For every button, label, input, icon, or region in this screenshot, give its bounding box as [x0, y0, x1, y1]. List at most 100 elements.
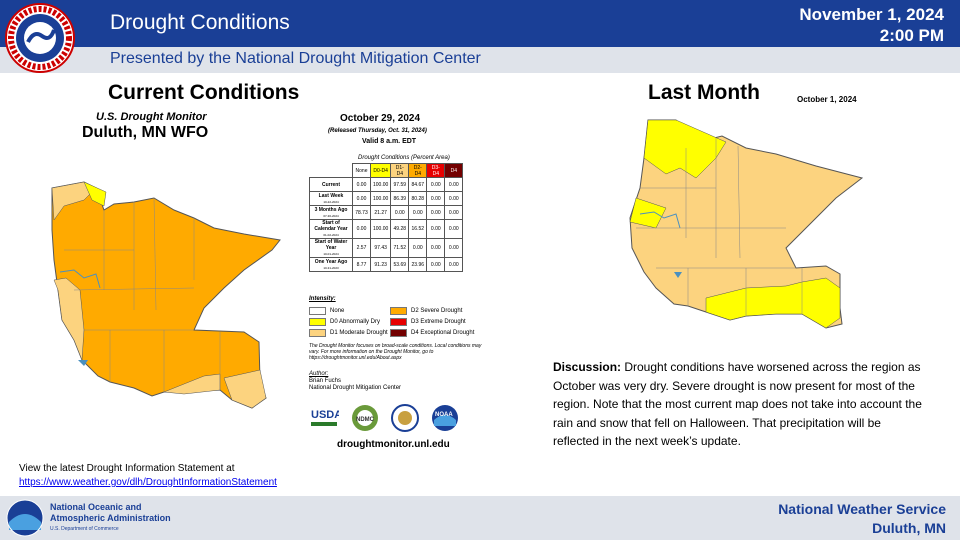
legend-swatch [309, 307, 326, 315]
row-label: Last Week 10-22-2024 [309, 191, 353, 206]
cell: 80.28 [408, 191, 428, 206]
cell: 97.59 [390, 177, 410, 192]
dsi-link[interactable]: https://www.weather.gov/dlh/DroughtInfor… [19, 477, 277, 488]
subtitle-bar [0, 47, 960, 73]
usdm-date: October 29, 2024 [340, 113, 421, 124]
cell: 0.00 [426, 257, 446, 272]
dsi-text: View the latest Drought Information Stat… [19, 463, 235, 474]
author-name: Brian Fuchs [309, 378, 342, 384]
cell: 78.73 [352, 205, 371, 220]
row-label: Current [309, 177, 353, 192]
doc-name: U.S. Department of Commerce [50, 526, 119, 532]
cell: 0.00 [426, 191, 446, 206]
date-text: November 1, 2024 [799, 5, 944, 24]
svg-text:NOAA: NOAA [435, 412, 453, 418]
last-month-heading: Last Month [648, 81, 760, 104]
cell: 0.00 [444, 177, 464, 192]
col-header: D0-D4 [369, 163, 392, 178]
cell: 86.39 [390, 191, 410, 206]
legend-item: D2 Severe Drought [390, 307, 462, 315]
author: Brian Fuchs National Drought Mitigation … [309, 378, 401, 392]
cell: 16.52 [408, 219, 428, 239]
cell: 91.23 [369, 257, 392, 272]
cell: 100.00 [369, 191, 392, 206]
table-header-row: None D0-D4 D1-D4 D2-D4 D3-D4 D4 [310, 163, 464, 178]
col-header: D4 [444, 163, 464, 178]
cell: 8.77 [352, 257, 371, 272]
legend-item: D0 Abnormally Dry [309, 318, 380, 326]
col-header: None [352, 163, 371, 178]
last-month-drought-map [629, 119, 864, 329]
wfo-title: Duluth, MN WFO [82, 124, 209, 141]
noaa-logo: NOAA [432, 405, 458, 431]
usdm-valid: Valid 8 a.m. EDT [362, 138, 417, 145]
legend-item: D4 Exceptional Drought [390, 329, 474, 337]
col-header: D1-D4 [390, 163, 410, 178]
col-header: D3-D4 [426, 163, 446, 178]
usda-logo: USDA [311, 409, 339, 426]
page-subtitle: Presented by the National Drought Mitiga… [110, 50, 481, 67]
author-title: Author: [309, 371, 329, 377]
cell: 21.27 [369, 205, 392, 220]
svg-text:NDMC: NDMC [356, 417, 375, 423]
nws-logo [4, 2, 76, 79]
current-drought-map [51, 181, 281, 409]
cell: 53.69 [390, 257, 410, 272]
usdm-website: droughtmonitor.unl.edu [337, 439, 450, 450]
cell: 0.00 [444, 205, 464, 220]
noaa-name: National Oceanic and Atmospheric Adminis… [50, 502, 171, 523]
discussion-label: Discussion: [553, 360, 622, 374]
row-label: Start of Calendar Year 01-02-2024 [309, 219, 353, 239]
table-row: 3 Months Ago 07-30-2024 78.73 21.27 0.00 … [309, 205, 464, 220]
usdm-released: (Released Thursday, Oct. 31, 2024) [328, 128, 427, 134]
cell: 0.00 [352, 177, 371, 192]
cell: 0.00 [408, 238, 428, 258]
legend-item: D3 Extreme Drought [390, 318, 466, 326]
dsi-block: View the latest Drought Information Stat… [19, 462, 277, 490]
cell: 0.00 [426, 205, 446, 220]
cell: 0.00 [352, 191, 371, 206]
row-label: One Year Ago 10-31-2023 [309, 257, 353, 272]
datetime: November 1, 2024 2:00 PM [799, 4, 944, 46]
legend-swatch [390, 307, 407, 315]
current-conditions-heading: Current Conditions [108, 81, 300, 104]
cell: 0.00 [444, 191, 464, 206]
legend-swatch [309, 318, 326, 326]
table-row: Start of Calendar Year 01-02-2024 0.00 10… [309, 219, 464, 239]
cell: 100.00 [369, 219, 392, 239]
cell: 100.00 [369, 177, 392, 192]
cell: 49.28 [390, 219, 410, 239]
row-label: 3 Months Ago 07-30-2024 [309, 205, 353, 220]
discussion-body: Drought conditions have worsened across … [553, 360, 922, 448]
ndmc-logo: NDMC [352, 405, 378, 431]
page-title: Drought Conditions [110, 11, 290, 34]
usdm-note: The Drought Monitor focuses on broad-sca… [309, 343, 482, 361]
legend-item: D1 Moderate Drought [309, 329, 388, 337]
cell: 0.00 [426, 177, 446, 192]
cell: 2.57 [352, 238, 371, 258]
discussion-text: Discussion: Drought conditions have wors… [553, 358, 925, 451]
cell: 84.67 [408, 177, 428, 192]
doc-seal-logo [391, 404, 419, 432]
svg-text:USDA: USDA [311, 409, 339, 421]
noaa-footer-logo [5, 498, 45, 543]
last-month-date: October 1, 2024 [797, 95, 857, 104]
intensity-title: Intensity: [309, 296, 336, 302]
footer-bar [0, 496, 960, 540]
cell: 0.00 [352, 219, 371, 239]
legend-item: None [309, 307, 344, 315]
cell: 23.96 [408, 257, 428, 272]
cell: 0.00 [426, 238, 446, 258]
cell: 0.00 [444, 257, 464, 272]
nws-office: National Weather Service Duluth, MN [778, 501, 946, 536]
table-row: Start of Water Year 10-01-2024 2.57 97.43… [309, 238, 464, 258]
agency-logos: USDA NDMC NOAA [309, 404, 459, 432]
cell: 0.00 [444, 219, 464, 239]
time-text: 2:00 PM [879, 26, 944, 45]
usdm-title: U.S. Drought Monitor [96, 111, 207, 123]
cell: 71.52 [390, 238, 410, 258]
author-org: National Drought Mitigation Center [309, 385, 402, 391]
col-header: D2-D4 [408, 163, 428, 178]
row-label: Start of Water Year 10-01-2024 [309, 238, 353, 258]
cell: 0.00 [408, 205, 428, 220]
